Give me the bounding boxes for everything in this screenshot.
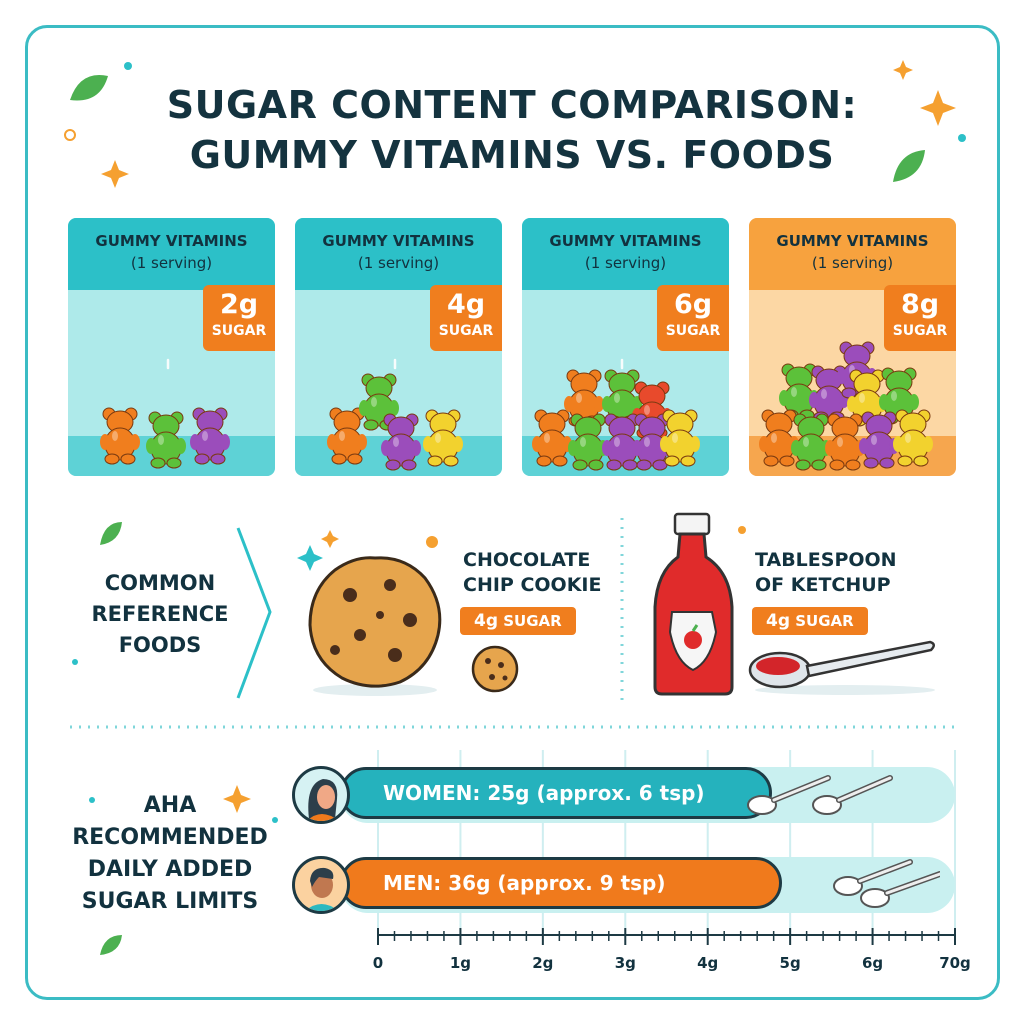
card-subheading: (1 serving) <box>584 254 667 272</box>
sugar-badge: 8g SUGAR <box>884 285 956 351</box>
gummy-bear-icon <box>100 407 140 465</box>
axis-tick-label: 70g <box>939 954 971 972</box>
cookie-name-line-2: CHIP COOKIE <box>463 574 602 596</box>
sugar-unit: SUGAR <box>892 323 948 339</box>
cookie-sugar-amount: 4g <box>474 611 498 631</box>
gummy-bear-icon <box>146 411 186 469</box>
card-header: GUMMY VITAMINS (1 serving) <box>749 218 956 290</box>
sugar-amount: 4g <box>446 289 486 320</box>
ketchup-sugar-badge: 4g SUGAR <box>752 607 868 635</box>
leaf-icon <box>70 75 108 101</box>
ketchup-sugar-unit: SUGAR <box>795 612 854 630</box>
card-heading: GUMMY VITAMINS <box>776 232 929 250</box>
reference-foods-label: COMMON REFERENCE FOODS <box>91 571 229 657</box>
card-subheading: (1 serving) <box>130 254 213 272</box>
gummy-bear-icon <box>759 409 799 467</box>
card-subheading: (1 serving) <box>811 254 894 272</box>
gummy-bears <box>100 358 230 469</box>
ketchup-name: TABLESPOON OF KETCHUP <box>755 548 897 598</box>
card-header: GUMMY VITAMINS (1 serving) <box>522 218 729 290</box>
small-cookie-icon <box>471 645 519 693</box>
gummy-card-2g: GUMMY VITAMINS (1 serving) 2g SUGAR <box>68 218 275 476</box>
gummy-bear-icon <box>532 409 572 467</box>
gummy-bear-icon <box>568 413 608 471</box>
axis-tick-label: 0 <box>372 954 384 972</box>
men-limit-bar: MEN: 36g (approx. 9 tsp) <box>340 857 782 909</box>
cookie-sugar-badge: 4g SUGAR <box>460 607 576 635</box>
sugar-unit: SUGAR <box>211 323 267 339</box>
sugar-unit: SUGAR <box>665 323 721 339</box>
woman-avatar <box>292 766 350 824</box>
gummy-bears <box>532 358 700 471</box>
cookie-name-line-1: CHOCOLATE <box>463 549 591 571</box>
axis-tick-label: 2g <box>532 954 554 972</box>
gummy-bear-icon <box>381 413 421 471</box>
gummy-bear-icon <box>660 409 700 467</box>
sugar-amount: 8g <box>900 289 940 320</box>
cookie-name: CHOCOLATE CHIP COOKIE <box>463 548 601 598</box>
ketchup-sugar-amount: 4g <box>766 611 790 631</box>
gummy-bear-icon <box>423 409 463 467</box>
teaspoon-icon <box>747 775 831 815</box>
gummy-bear-icon <box>791 413 831 471</box>
gummy-bear-icon <box>359 373 399 431</box>
axis-tick-label: 5g <box>779 954 801 972</box>
gummy-bear-icon <box>859 411 899 469</box>
leaf-icon <box>893 150 925 182</box>
gummy-card-4g: GUMMY VITAMINS (1 serving) 4g SUGAR <box>295 218 502 476</box>
cookie-sugar-unit: SUGAR <box>503 612 562 630</box>
sugar-badge: 6g SUGAR <box>657 285 729 351</box>
gummy-bears <box>759 341 933 471</box>
sparkle-icon <box>101 60 956 813</box>
title-line-1: SUGAR CONTENT COMPARISON: <box>166 83 858 127</box>
sugar-spoons <box>747 775 940 908</box>
leaf-icon <box>100 522 122 545</box>
gummy-card-6g: GUMMY VITAMINS (1 serving) 6g SUGAR <box>522 218 729 476</box>
card-header: GUMMY VITAMINS (1 serving) <box>68 218 275 290</box>
gummy-card-8g: GUMMY VITAMINS (1 serving) 8g SUGAR <box>749 218 956 476</box>
gummy-bear-icon <box>190 407 230 465</box>
infographic-frame <box>25 25 1000 1000</box>
card-heading: GUMMY VITAMINS <box>549 232 702 250</box>
ketchup-name-line-2: OF KETCHUP <box>755 574 891 596</box>
sugar-amount: 6g <box>673 289 713 320</box>
women-limit-bar: WOMEN: 25g (approx. 6 tsp) <box>340 767 772 819</box>
card-heading: GUMMY VITAMINS <box>322 232 475 250</box>
tablespoon-icon <box>748 640 935 695</box>
sugar-amount: 2g <box>219 289 259 320</box>
card-subheading: (1 serving) <box>357 254 440 272</box>
man-avatar <box>292 856 350 914</box>
card-header: GUMMY VITAMINS (1 serving) <box>295 218 502 290</box>
ketchup-bottle-icon <box>653 512 734 696</box>
aha-limits-label: AHA RECOMMENDED DAILY ADDED SUGAR LIMITS <box>72 793 268 914</box>
leaf-icon <box>100 935 122 955</box>
teaspoon-icon <box>833 859 913 896</box>
teaspoon-icon <box>812 775 893 815</box>
gummy-bear-icon <box>327 407 367 465</box>
sugar-unit: SUGAR <box>438 323 494 339</box>
axis-tick-label: 1g <box>449 954 472 972</box>
axis-tick-label: 3g <box>614 954 636 972</box>
card-heading: GUMMY VITAMINS <box>95 232 248 250</box>
page-title: SUGAR CONTENT COMPARISON: GUMMY VITAMINS… <box>0 80 1024 180</box>
sugar-badge: 2g SUGAR <box>203 285 275 351</box>
title-line-2: GUMMY VITAMINS VS. FOODS <box>189 133 835 177</box>
cookie-icon <box>308 556 442 696</box>
gummy-bear-icon <box>893 409 933 467</box>
sugar-badge: 4g SUGAR <box>430 285 502 351</box>
ketchup-name-line-1: TABLESPOON <box>755 549 897 571</box>
gummy-bears <box>327 358 463 471</box>
teaspoon-icon <box>860 871 940 908</box>
sparkle-icon <box>297 545 323 571</box>
axis-tick-label: 4g <box>697 954 719 972</box>
chevron-right-icon <box>236 527 272 699</box>
axis-tick-label: 6g <box>861 954 884 972</box>
